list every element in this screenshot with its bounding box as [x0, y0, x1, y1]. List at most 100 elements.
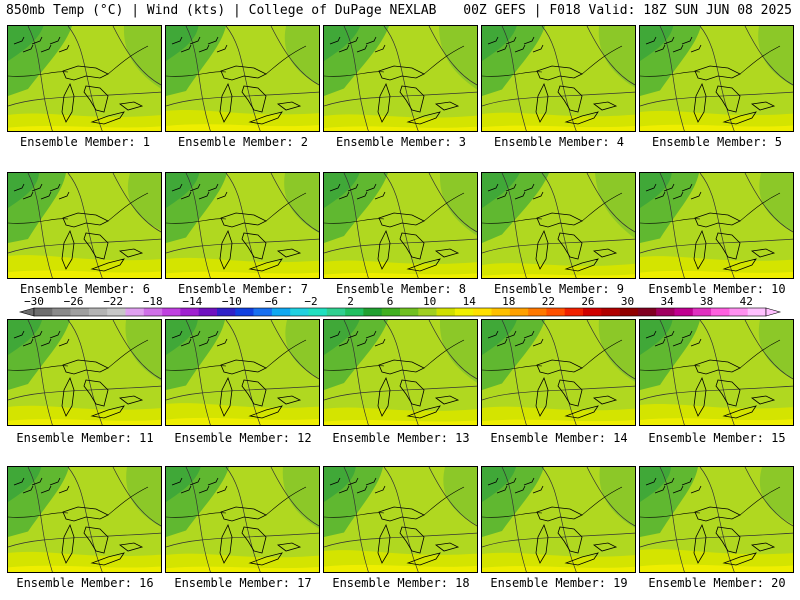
colorbar-tick-label: −10 — [222, 296, 242, 308]
ensemble-member-map — [639, 466, 794, 573]
run-valid-time: 00Z GEFS | F018 Valid: 18Z SUN JUN 08 20… — [463, 3, 792, 18]
colorbar-tick-label: −6 — [265, 296, 278, 308]
colorbar-swatch — [528, 308, 547, 316]
ensemble-member-map — [7, 172, 162, 279]
ensemble-member-map — [323, 319, 478, 426]
colorbar-swatch — [125, 308, 145, 316]
colorbar-tick-label: −2 — [304, 296, 317, 308]
ensemble-member-map — [323, 172, 478, 279]
chart-title: 850mb Temp (°C) | Wind (kts) | College o… — [6, 3, 437, 18]
colorbar-swatch — [637, 308, 657, 316]
ensemble-member-map — [7, 319, 162, 426]
colorbar-tick-label: 18 — [502, 296, 515, 308]
ensemble-member-map — [165, 172, 320, 279]
ensemble-member-label: Ensemble Member: 16 — [16, 576, 154, 590]
colorbar-swatch — [143, 308, 163, 316]
colorbar-swatch — [52, 308, 71, 316]
ensemble-member-map — [481, 466, 636, 573]
colorbar-swatch — [747, 308, 767, 316]
ensemble-member-label: Ensemble Member: 3 — [335, 135, 467, 149]
ensemble-member-label: Ensemble Member: 5 — [651, 135, 783, 149]
colorbar-tick-label: 26 — [581, 296, 594, 308]
colorbar-tick-label: −30 — [24, 296, 44, 308]
ensemble-member-map — [323, 466, 478, 573]
colorbar-tick-label: 2 — [347, 296, 354, 308]
colorbar-swatch — [290, 308, 309, 316]
colorbar-swatch — [692, 308, 712, 316]
colorbar-swatch — [509, 308, 529, 316]
colorbar-swatch — [381, 308, 401, 316]
ensemble-member-label: Ensemble Member: 20 — [648, 576, 786, 590]
colorbar-swatch — [326, 308, 346, 316]
ensemble-member-map — [639, 25, 794, 132]
colorbar-swatch — [162, 308, 181, 316]
ensemble-member-map — [323, 25, 478, 132]
colorbar-tick-label: −22 — [103, 296, 123, 308]
ensemble-member-label: Ensemble Member: 8 — [335, 282, 467, 296]
colorbar-min-arrow — [18, 307, 35, 317]
colorbar-swatch — [418, 308, 437, 316]
colorbar-max-arrow — [765, 307, 782, 317]
colorbar-swatch — [253, 308, 273, 316]
ensemble-member-label: Ensemble Member: 14 — [490, 431, 628, 445]
colorbar-swatch — [454, 308, 474, 316]
ensemble-member-label: Ensemble Member: 15 — [648, 431, 786, 445]
colorbar-swatch — [583, 308, 602, 316]
colorbar-swatch — [436, 308, 456, 316]
colorbar-swatch — [88, 308, 108, 316]
colorbar-swatch — [546, 308, 565, 316]
colorbar-swatch — [711, 308, 730, 316]
colorbar-swatch — [180, 308, 199, 316]
ensemble-member-map — [165, 466, 320, 573]
colorbar-swatch — [619, 308, 639, 316]
ensemble-member-label: Ensemble Member: 9 — [493, 282, 625, 296]
colorbar-tick-label: 6 — [387, 296, 394, 308]
colorbar-swatch — [70, 308, 90, 316]
colorbar-tick-label: 42 — [740, 296, 753, 308]
ensemble-member-label: Ensemble Member: 12 — [174, 431, 312, 445]
ensemble-member-map — [639, 172, 794, 279]
ensemble-member-label: Ensemble Member: 1 — [19, 135, 151, 149]
ensemble-member-map — [165, 25, 320, 132]
ensemble-member-map — [639, 319, 794, 426]
colorbar-tick-label: 38 — [700, 296, 713, 308]
ensemble-member-label: Ensemble Member: 13 — [332, 431, 470, 445]
ensemble-member-label: Ensemble Member: 18 — [332, 576, 470, 590]
ensemble-member-label: Ensemble Member: 6 — [19, 282, 151, 296]
colorbar-tick-label: 10 — [423, 296, 436, 308]
colorbar-swatch — [235, 308, 254, 316]
colorbar-swatch — [729, 308, 748, 316]
colorbar-swatch — [473, 308, 492, 316]
colorbar-swatch — [107, 308, 126, 316]
colorbar-tick-label: −26 — [64, 296, 84, 308]
ensemble-member-label: Ensemble Member: 17 — [174, 576, 312, 590]
colorbar-swatch — [198, 308, 218, 316]
colorbar-tick-label: 34 — [660, 296, 674, 308]
colorbar-swatch — [601, 308, 620, 316]
colorbar-tick-label: −18 — [143, 296, 163, 308]
ensemble-member-label: Ensemble Member: 4 — [493, 135, 625, 149]
colorbar-swatch — [34, 308, 53, 316]
ensemble-member-label: Ensemble Member: 10 — [648, 282, 786, 296]
colorbar-tick-label: −14 — [182, 296, 202, 308]
colorbar-swatch — [564, 308, 584, 316]
colorbar-swatch — [400, 308, 419, 316]
colorbar-swatch — [674, 308, 694, 316]
ensemble-member-label: Ensemble Member: 19 — [490, 576, 628, 590]
ensemble-member-map — [481, 319, 636, 426]
ensemble-member-label: Ensemble Member: 2 — [177, 135, 309, 149]
colorbar-swatch — [656, 308, 675, 316]
colorbar-swatch — [491, 308, 511, 316]
ensemble-member-label: Ensemble Member: 7 — [177, 282, 309, 296]
ensemble-member-map — [7, 25, 162, 132]
ensemble-member-map — [481, 172, 636, 279]
ensemble-member-map — [165, 319, 320, 426]
temperature-colorbar: −30 −26 −22 −18 −14 −10 −6 −2 2 6 10 14 18 22 26 30 34 38… — [18, 296, 782, 317]
colorbar-tick-label: 30 — [621, 296, 634, 308]
colorbar-swatch — [308, 308, 328, 316]
colorbar-tick-label: 22 — [542, 296, 555, 308]
ensemble-member-label: Ensemble Member: 11 — [16, 431, 154, 445]
colorbar-swatch — [363, 308, 382, 316]
colorbar-tick-label: 14 — [463, 296, 477, 308]
ensemble-member-map — [7, 466, 162, 573]
